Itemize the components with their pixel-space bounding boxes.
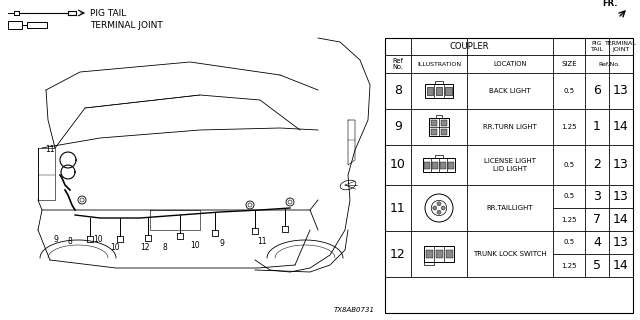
- Text: Ref.No.: Ref.No.: [598, 61, 620, 67]
- Bar: [423, 158, 455, 172]
- Text: BACK LIGHT: BACK LIGHT: [489, 88, 531, 94]
- Text: LICENSE LIGHT
LID LIGHT: LICENSE LIGHT LID LIGHT: [484, 158, 536, 172]
- Circle shape: [441, 206, 445, 210]
- Text: PIG TAIL: PIG TAIL: [90, 9, 126, 18]
- Bar: [431, 119, 437, 125]
- Text: RR.TAILLIGHT: RR.TAILLIGHT: [486, 205, 533, 211]
- Text: 8: 8: [394, 84, 402, 98]
- Text: RR.TURN LIGHT: RR.TURN LIGHT: [483, 124, 537, 130]
- Bar: [436, 87, 442, 95]
- Text: 14: 14: [613, 259, 629, 272]
- Bar: [445, 87, 451, 95]
- Text: 13: 13: [613, 190, 629, 203]
- Text: 13: 13: [613, 84, 629, 98]
- Bar: [426, 87, 433, 95]
- Bar: [385, 38, 633, 313]
- Circle shape: [433, 206, 437, 210]
- Text: TX8AB0731: TX8AB0731: [334, 307, 375, 313]
- Text: PIG
TAIL: PIG TAIL: [591, 41, 604, 52]
- Text: 1.25: 1.25: [561, 262, 577, 268]
- Text: FR.: FR.: [602, 0, 618, 8]
- Bar: [440, 162, 446, 169]
- Text: 10: 10: [93, 236, 103, 244]
- Bar: [424, 162, 430, 169]
- Text: ILLUSTRATION: ILLUSTRATION: [417, 61, 461, 67]
- Text: 0.5: 0.5: [563, 162, 575, 168]
- Bar: [435, 155, 443, 158]
- Bar: [8, 21, 22, 29]
- Text: 6: 6: [593, 84, 601, 98]
- Text: 10: 10: [110, 244, 120, 252]
- Text: 0.5: 0.5: [563, 88, 575, 94]
- Text: 14: 14: [613, 213, 629, 226]
- Text: 9: 9: [54, 236, 58, 244]
- Bar: [424, 262, 434, 265]
- Text: 3: 3: [593, 190, 601, 203]
- Bar: [429, 118, 449, 136]
- Text: COUPLER: COUPLER: [449, 42, 489, 51]
- Text: 11: 11: [390, 202, 406, 214]
- Bar: [441, 119, 447, 125]
- Text: 10: 10: [190, 242, 200, 251]
- Text: 7: 7: [593, 213, 601, 226]
- Bar: [435, 81, 443, 84]
- Text: 13: 13: [613, 236, 629, 249]
- Bar: [27, 22, 47, 28]
- Bar: [424, 246, 454, 262]
- Text: LOCATION: LOCATION: [493, 61, 527, 67]
- Bar: [448, 162, 454, 169]
- Text: 8: 8: [163, 244, 168, 252]
- Text: 8: 8: [68, 237, 72, 246]
- Text: 9: 9: [394, 121, 402, 133]
- Text: 12: 12: [140, 244, 150, 252]
- Text: 0.5: 0.5: [563, 194, 575, 199]
- Text: 1.25: 1.25: [561, 124, 577, 130]
- Text: 0.5: 0.5: [563, 239, 575, 245]
- Text: 4: 4: [593, 236, 601, 249]
- Text: Ref
No.: Ref No.: [392, 58, 403, 70]
- Bar: [432, 162, 438, 169]
- Bar: [431, 129, 437, 134]
- Circle shape: [437, 202, 441, 206]
- Text: 1: 1: [593, 121, 601, 133]
- Text: 11: 11: [45, 146, 55, 155]
- Bar: [435, 250, 442, 258]
- Bar: [441, 129, 447, 134]
- Text: 1.25: 1.25: [561, 217, 577, 222]
- Text: TRUNK LOCK SWITCH: TRUNK LOCK SWITCH: [473, 251, 547, 257]
- Circle shape: [437, 210, 441, 214]
- Text: 12: 12: [390, 247, 406, 260]
- Bar: [436, 115, 442, 118]
- Text: 14: 14: [613, 121, 629, 133]
- Bar: [425, 84, 453, 98]
- Text: 2: 2: [593, 158, 601, 172]
- Text: 9: 9: [220, 239, 225, 249]
- Text: TERMINAL
JOINT: TERMINAL JOINT: [605, 41, 637, 52]
- Text: 5: 5: [593, 259, 601, 272]
- Text: 10: 10: [390, 158, 406, 172]
- Text: 13: 13: [613, 158, 629, 172]
- Bar: [426, 250, 433, 258]
- Bar: [445, 250, 452, 258]
- Text: SIZE: SIZE: [561, 61, 577, 67]
- Text: 11: 11: [257, 237, 267, 246]
- Text: TERMINAL JOINT: TERMINAL JOINT: [90, 20, 163, 29]
